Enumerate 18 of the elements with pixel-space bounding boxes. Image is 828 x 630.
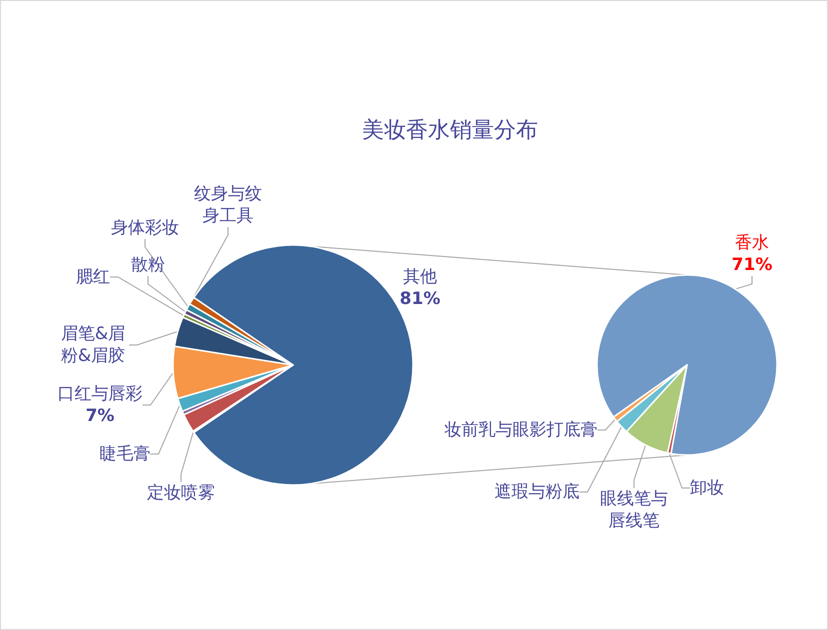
chart-title: 美妆香水销量分布: [362, 117, 538, 145]
data-label: 7%: [86, 406, 114, 426]
slice-label: 妆前乳与眼影打底膏: [444, 420, 598, 440]
slice-label: 定妆喷雾: [147, 483, 215, 503]
slice-label: 纹身与纹身工具: [194, 184, 262, 226]
slice-label: 睫毛膏: [100, 444, 150, 464]
slice-label: 遮瑕与粉底: [494, 482, 580, 502]
slice-label: 身体彩妆: [111, 218, 179, 238]
data-label: 81%: [400, 289, 440, 309]
slice-label: 口红与唇彩: [58, 384, 142, 404]
slice-label: 眼线笔与唇线笔: [600, 489, 668, 531]
slice-label: 散粉: [131, 255, 165, 275]
slice-label: 香水: [735, 233, 769, 253]
slice-label: 腮红: [76, 267, 110, 287]
slice-label: 卸妆: [690, 478, 724, 498]
data-label: 71%: [732, 255, 772, 275]
slice-label: 眉笔&眉粉&眉胶: [60, 324, 126, 366]
slice-label: 其他: [403, 267, 437, 287]
